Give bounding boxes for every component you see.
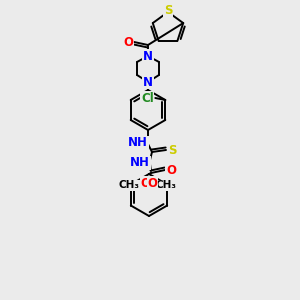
Text: O: O [123,35,133,49]
Text: O: O [166,164,176,176]
Text: Cl: Cl [141,92,154,104]
Text: S: S [164,4,172,17]
Text: CH₃: CH₃ [155,181,176,190]
Text: O: O [147,177,157,190]
Text: O: O [141,177,151,190]
Text: NH: NH [130,157,150,169]
Text: CH₃: CH₃ [119,181,140,190]
Text: N: N [143,50,153,62]
Text: S: S [168,143,176,157]
Text: N: N [143,76,153,88]
Text: NH: NH [128,136,148,149]
